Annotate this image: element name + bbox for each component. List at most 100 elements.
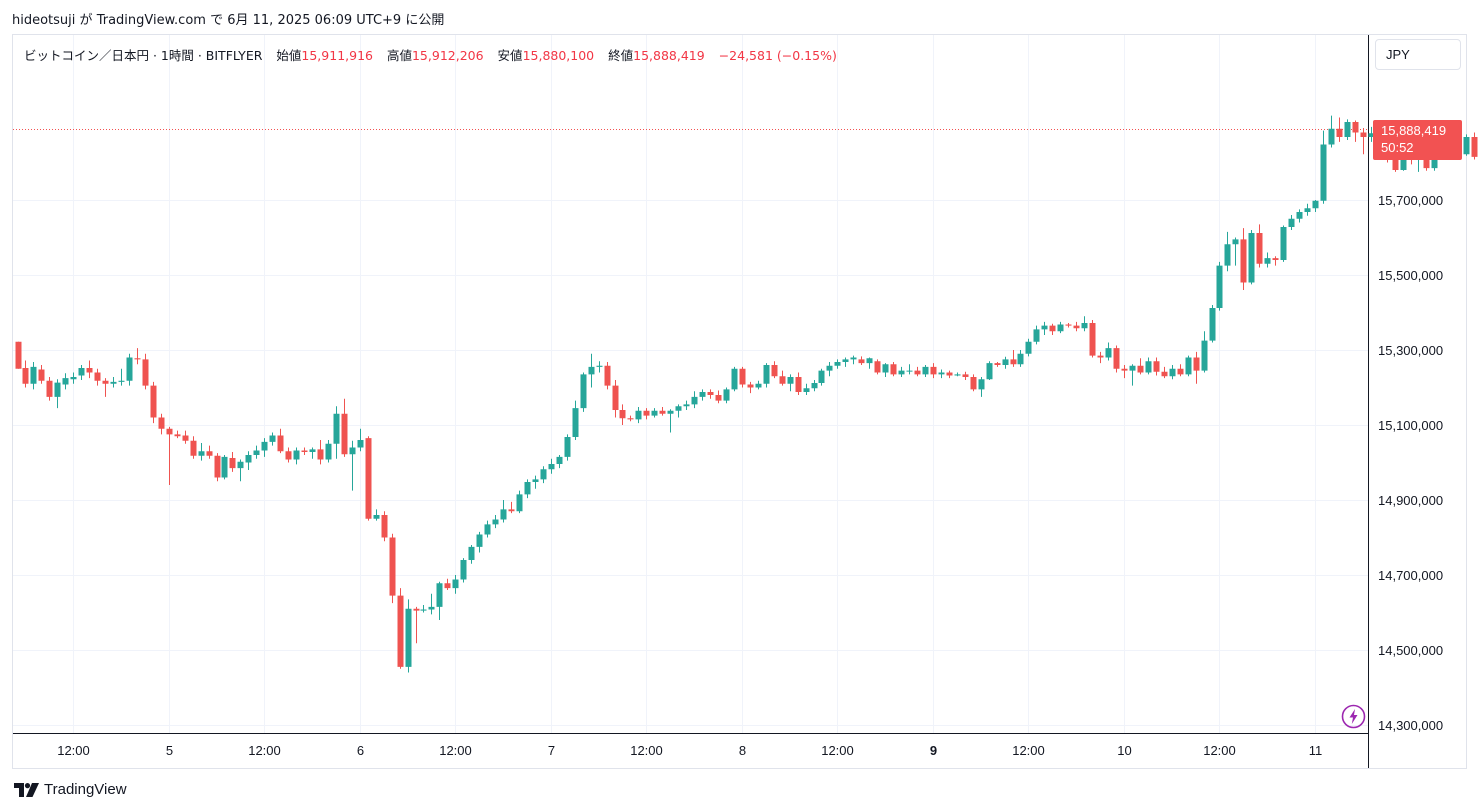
site-name[interactable]: TradingView.com bbox=[96, 13, 206, 28]
candle-body bbox=[1049, 325, 1056, 332]
candle-body bbox=[436, 583, 443, 607]
candle-body bbox=[1153, 361, 1160, 372]
candle-body bbox=[110, 381, 117, 384]
candle-body bbox=[15, 341, 22, 369]
candle-body bbox=[94, 372, 101, 381]
candle-body bbox=[1185, 357, 1192, 375]
candle-body bbox=[524, 482, 531, 495]
candle-body bbox=[1177, 368, 1184, 375]
low-value: 15,880,100 bbox=[522, 48, 595, 63]
candle-body bbox=[1129, 365, 1136, 371]
footer-brand-name: TradingView bbox=[44, 781, 127, 798]
candle-body bbox=[1145, 361, 1152, 373]
candle-body bbox=[277, 435, 284, 452]
candle-body bbox=[1161, 371, 1168, 377]
candle-body bbox=[492, 519, 499, 525]
candle-body bbox=[468, 546, 475, 560]
candle-body bbox=[986, 363, 993, 380]
candle-body bbox=[1312, 200, 1319, 209]
header-particle-ga: が bbox=[79, 13, 93, 28]
candle-body bbox=[397, 595, 404, 667]
footer-brand[interactable]: TradingView bbox=[14, 781, 127, 798]
candle-body bbox=[198, 451, 205, 456]
candle-body bbox=[850, 357, 857, 360]
candle-body bbox=[922, 366, 929, 375]
y-tick-label: 15,300,000 bbox=[1378, 343, 1443, 358]
x-tick-label: 11 bbox=[1309, 743, 1323, 758]
ohlc-legend: ビットコイン／日本円 · 1時間 · BITFLYER 始値15,911,916… bbox=[24, 45, 837, 64]
candle-body bbox=[962, 374, 969, 377]
publication-header: hideotsuji が TradingView.com で 6月 11, 20… bbox=[12, 9, 444, 28]
author-name[interactable]: hideotsuji bbox=[12, 13, 76, 28]
candle-body bbox=[1352, 122, 1359, 133]
candle-body bbox=[134, 358, 141, 360]
candle-body bbox=[126, 357, 133, 381]
candle-body bbox=[174, 434, 181, 437]
candle-body bbox=[349, 447, 356, 455]
candle-body bbox=[1057, 324, 1064, 332]
candle-body bbox=[731, 368, 738, 390]
candle-body bbox=[699, 392, 706, 397]
candle-body bbox=[978, 379, 985, 390]
x-tick-label: 6 bbox=[357, 743, 364, 758]
candle-body bbox=[818, 370, 825, 383]
candle-body bbox=[779, 376, 786, 384]
candle-body bbox=[1193, 357, 1200, 371]
candle-body bbox=[914, 370, 921, 375]
chart-frame bbox=[12, 34, 1467, 769]
candle-body bbox=[221, 456, 228, 478]
candle-body bbox=[834, 362, 841, 366]
candle-body bbox=[866, 358, 873, 364]
candle-body bbox=[683, 404, 690, 407]
candle-body bbox=[214, 455, 221, 478]
candle-body bbox=[667, 410, 674, 414]
candle-body bbox=[659, 410, 666, 414]
candle-body bbox=[1065, 324, 1072, 326]
candle-body bbox=[317, 449, 324, 460]
x-tick-label: 7 bbox=[548, 743, 555, 758]
lightning-icon[interactable] bbox=[1341, 704, 1366, 729]
y-tick-label: 14,300,000 bbox=[1378, 718, 1443, 733]
candle-body bbox=[1209, 308, 1216, 341]
candle-body bbox=[301, 450, 308, 452]
candle-body bbox=[261, 441, 268, 451]
candle-body bbox=[70, 377, 77, 380]
candle-body bbox=[1256, 233, 1263, 264]
close-label: 終値 bbox=[608, 48, 634, 63]
currency-button[interactable]: JPY bbox=[1375, 39, 1461, 70]
candle-body bbox=[1041, 325, 1048, 330]
candle-body bbox=[413, 608, 420, 611]
candle-body bbox=[1240, 239, 1247, 283]
candle-body bbox=[460, 560, 467, 580]
x-tick-label: 12:00 bbox=[248, 743, 281, 758]
candle-body bbox=[763, 365, 770, 384]
close-value: 15,888,419 bbox=[633, 48, 705, 63]
candle-body bbox=[787, 377, 794, 384]
candle-body bbox=[182, 435, 189, 441]
candle-body bbox=[1280, 227, 1287, 260]
candle-body bbox=[1336, 128, 1343, 137]
candle-body bbox=[428, 606, 435, 610]
candle-body bbox=[237, 461, 244, 469]
candle-body bbox=[580, 374, 587, 409]
high-value: 15,912,206 bbox=[411, 48, 484, 63]
candle-body bbox=[1296, 212, 1303, 219]
x-tick-label: 8 bbox=[739, 743, 746, 758]
y-tick-label: 15,100,000 bbox=[1378, 418, 1443, 433]
bar-countdown: 50:52 bbox=[1381, 140, 1414, 155]
candle-body bbox=[365, 438, 372, 519]
candle-body bbox=[564, 437, 571, 457]
candle-body bbox=[229, 458, 236, 469]
candle-body bbox=[78, 368, 85, 376]
candle-body bbox=[142, 359, 149, 386]
candle-body bbox=[309, 449, 316, 452]
candle-body bbox=[890, 364, 897, 375]
candle-body bbox=[1288, 218, 1295, 227]
candle-body bbox=[476, 534, 483, 547]
candle-body bbox=[1232, 239, 1239, 245]
symbol-label[interactable]: ビットコイン／日本円 · 1時間 · BITFLYER bbox=[24, 48, 263, 63]
candle-body bbox=[516, 494, 523, 512]
candle-body bbox=[635, 410, 642, 420]
tradingview-logo-icon bbox=[14, 782, 39, 797]
